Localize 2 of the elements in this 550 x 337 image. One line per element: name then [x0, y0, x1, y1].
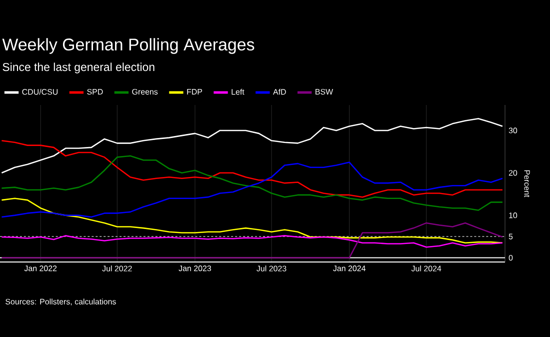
- chart-subtitle: Since the last general election: [2, 62, 154, 74]
- chart-title: Weekly German Polling Averages: [2, 38, 254, 54]
